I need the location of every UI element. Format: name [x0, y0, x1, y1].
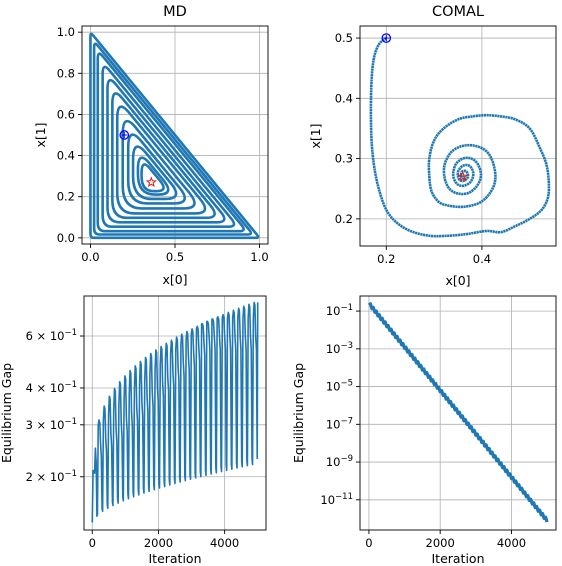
comal-gap-ytick-label: 10−3 [326, 341, 353, 356]
md-orbit [106, 78, 226, 224]
comal-equilibrium-star [457, 170, 469, 182]
comal-trajectory [369, 33, 551, 238]
md-equilibrium-star [145, 176, 157, 188]
comal-start-marker [381, 33, 392, 43]
md-start-marker [119, 130, 130, 140]
comal-gap-ytick-label: 10−7 [326, 416, 353, 431]
md-orbit [96, 52, 245, 233]
md-gap-xtick-label: 4000 [210, 536, 239, 550]
md-ticks: 0.0 0.5 1.0 0.0 0.2 0.4 0.6 0.8 1.0 [57, 25, 269, 264]
md-orbit [140, 163, 165, 193]
comal-grid [360, 26, 556, 246]
md-ylabel: x[1] [33, 122, 48, 147]
comal-title: COMAL [432, 4, 484, 20]
comal-gap-line [367, 302, 549, 523]
md-xtick-label: 1.0 [250, 250, 268, 264]
md-gap-ytick-label: 4 × 10−1 [26, 380, 77, 395]
comal-gap-ytick-label: 10−5 [326, 379, 353, 394]
md-ytick-label: 0.0 [57, 231, 75, 245]
md-ytick-label: 1.0 [57, 25, 75, 39]
md-title: MD [163, 4, 187, 20]
md-ytick-label: 0.8 [57, 66, 75, 80]
comal-axes-frame [359, 25, 557, 247]
md-gap-xlabel: Iteration [148, 551, 201, 566]
md-orbit [121, 119, 196, 210]
comal-gap-ticks: 0 2000 4000 10−1 10−3 10−5 10−7 10−9 10−11 [320, 303, 526, 550]
comal-ylabel: x[1] [308, 123, 323, 148]
md-gap-line [91, 301, 259, 523]
comal-gap-axes-frame [359, 295, 557, 531]
comal-gap-ytick-label: 10−9 [326, 454, 353, 469]
comal-gap-series [367, 302, 549, 523]
md-orbit [89, 32, 260, 240]
comal-xtick-label: 0.2 [377, 252, 395, 266]
md-gap-axes-frame [83, 295, 267, 531]
md-orbit [115, 105, 207, 215]
md-xtick-label: 0.5 [166, 250, 184, 264]
md-ytick-label: 0.4 [57, 149, 75, 163]
md-gap-panel: 0 2000 4000 2 × 10−1 3 × 10−1 4 × 10−1 6 × 10−… [0, 295, 267, 566]
md-gap-series [91, 301, 259, 523]
md-phase-panel: MD 0.0 0.5 1.0 0.0 0.2 0.4 0.6 0.8 1.0 x[0] x[1] [33, 4, 269, 287]
comal-gap-ylabel: Equilibrium Gap [291, 363, 306, 463]
md-gap-ylabel: Equilibrium Gap [0, 363, 14, 463]
comal-gap-ytick-label: 10−1 [326, 303, 353, 318]
md-gap-ytick-label: 6 × 10−1 [26, 328, 77, 343]
md-gap-ytick-label: 3 × 10−1 [26, 417, 77, 432]
md-orbit [126, 133, 186, 205]
comal-ytick-label: 0.5 [335, 31, 353, 45]
md-trajectory [89, 32, 260, 240]
comal-gap-panel: 0 2000 4000 10−1 10−3 10−5 10−7 10−9 10−11 Itera… [291, 295, 557, 566]
comal-gap-xtick-label: 4000 [497, 536, 526, 550]
comal-ticks: 0.2 0.4 0.2 0.3 0.4 0.5 [335, 31, 491, 266]
md-gap-ytick-label: 2 × 10−1 [26, 469, 77, 484]
md-gap-xtick-label: 0 [89, 536, 96, 550]
comal-gap-grid [360, 296, 556, 530]
comal-trajectory-line [369, 37, 551, 238]
comal-gap-xtick-label: 2000 [426, 536, 455, 550]
md-orbit [136, 156, 170, 196]
md-orbit [111, 92, 216, 220]
md-gap-xtick-label: 2000 [144, 536, 173, 550]
comal-ytick-label: 0.3 [335, 152, 353, 166]
comal-ytick-label: 0.4 [335, 91, 353, 105]
comal-xtick-label: 0.4 [473, 252, 491, 266]
md-xlabel: x[0] [162, 272, 187, 287]
md-orbit [131, 145, 178, 201]
comal-gap-xlabel: Iteration [431, 551, 484, 566]
md-xtick-label: 0.0 [81, 250, 99, 264]
md-orbit [101, 65, 236, 229]
comal-gap-xtick-label: 0 [365, 536, 372, 550]
comal-phase-panel: COMAL 0.2 0.4 0.2 0.3 0.4 0.5 x[0] x[1] [308, 4, 557, 288]
comal-ytick-label: 0.2 [335, 212, 353, 226]
comal-xlabel: x[0] [445, 273, 470, 288]
md-ytick-label: 0.2 [57, 190, 75, 204]
comal-gap-ytick-label: 10−11 [320, 492, 353, 507]
md-ytick-label: 0.6 [57, 107, 75, 121]
md-gap-ticks: 0 2000 4000 2 × 10−1 3 × 10−1 4 × 10−1 6 × 10−… [26, 328, 240, 550]
md-orbit [92, 42, 253, 236]
